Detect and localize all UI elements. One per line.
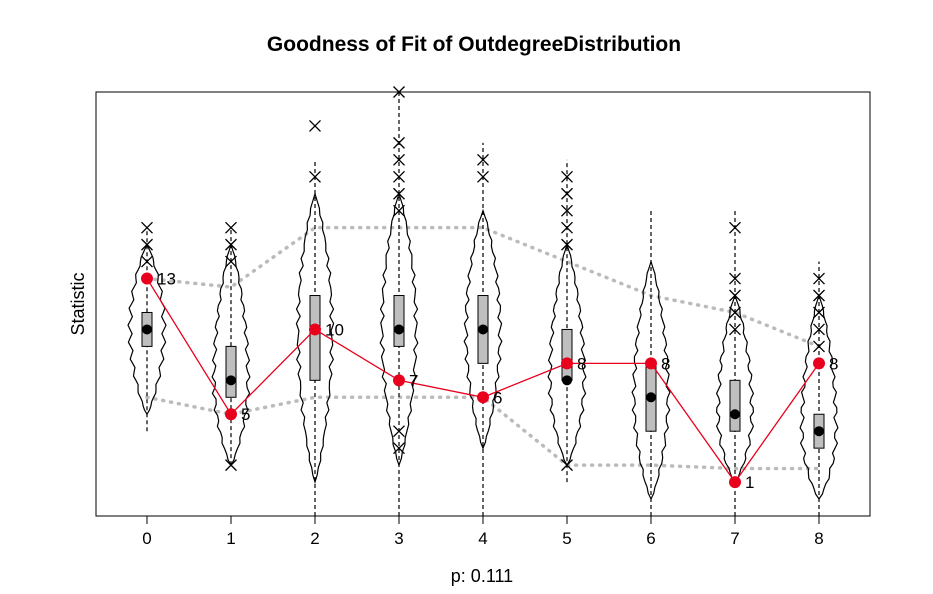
observed-value-label: 5 bbox=[241, 405, 250, 424]
observed-value-label: 8 bbox=[829, 354, 838, 373]
violin-group bbox=[715, 210, 755, 516]
violin-group bbox=[463, 142, 503, 516]
observed-series: 13 5 10 7 6 8 8 1 8 bbox=[141, 270, 838, 492]
outlier-marker bbox=[225, 221, 237, 234]
median-point bbox=[646, 392, 656, 403]
outlier-marker bbox=[561, 459, 573, 472]
observed-value-label: 6 bbox=[493, 388, 502, 407]
iqr-box bbox=[561, 328, 573, 381]
iqr-box bbox=[393, 295, 405, 347]
outlier-marker bbox=[393, 153, 405, 166]
x-tick-label: 7 bbox=[730, 529, 739, 548]
x-tick-label: 6 bbox=[646, 529, 655, 548]
observed-point bbox=[141, 272, 153, 285]
outlier-marker bbox=[141, 221, 153, 234]
observed-point bbox=[561, 357, 573, 370]
outlier-marker bbox=[393, 170, 405, 183]
observed-value-label: 1 bbox=[745, 473, 754, 492]
outlier-marker bbox=[561, 170, 573, 183]
x-tick-label: 2 bbox=[310, 529, 319, 548]
outlier-marker bbox=[393, 425, 405, 438]
median-point bbox=[730, 409, 740, 420]
chart-title: Goodness of Fit of OutdegreeDistribution bbox=[267, 33, 681, 56]
outlier-marker bbox=[225, 459, 237, 472]
x-axis: 0 1 2 3 4 5 6 7 8 bbox=[142, 515, 824, 548]
outlier-marker bbox=[561, 187, 573, 200]
outlier-marker bbox=[309, 170, 321, 183]
observed-value-label: 7 bbox=[409, 371, 418, 390]
x-tick-label: 4 bbox=[478, 529, 487, 548]
outlier-marker bbox=[561, 238, 573, 251]
outlier-marker bbox=[141, 255, 153, 268]
outlier-marker bbox=[393, 136, 405, 149]
outlier-marker bbox=[477, 153, 489, 166]
iqr-box bbox=[729, 379, 741, 432]
observed-point bbox=[645, 357, 657, 370]
outlier-marker bbox=[225, 255, 237, 268]
median-point bbox=[142, 324, 152, 335]
observed-point bbox=[225, 408, 237, 421]
violin-group bbox=[379, 86, 419, 516]
iqr-box bbox=[225, 345, 237, 398]
outlier-marker bbox=[561, 221, 573, 234]
median-point bbox=[226, 375, 236, 386]
violins bbox=[127, 86, 839, 516]
median-point bbox=[478, 324, 488, 335]
violin-group bbox=[547, 159, 587, 483]
observed-point bbox=[477, 391, 489, 404]
outlier-marker bbox=[309, 119, 321, 132]
x-tick-label: 1 bbox=[226, 529, 235, 548]
observed-point bbox=[813, 357, 825, 370]
observed-value-label: 10 bbox=[325, 320, 344, 339]
median-point bbox=[562, 375, 572, 386]
outlier-marker bbox=[813, 340, 825, 353]
violin-group bbox=[799, 261, 839, 516]
x-axis-label: p: 0.111 bbox=[451, 566, 513, 586]
outlier-marker bbox=[813, 272, 825, 285]
x-tick-label: 5 bbox=[562, 529, 571, 548]
violin-group bbox=[631, 210, 671, 516]
y-axis-label: Statistic bbox=[68, 272, 88, 335]
outlier-marker bbox=[729, 272, 741, 285]
observed-value-label: 13 bbox=[157, 270, 176, 289]
observed-value-label: 8 bbox=[577, 354, 586, 373]
observed-value-label: 8 bbox=[661, 354, 670, 373]
iqr-box bbox=[309, 295, 321, 381]
outlier-marker bbox=[813, 306, 825, 319]
outlier-marker bbox=[393, 204, 405, 217]
observed-point bbox=[393, 374, 405, 387]
outlier-marker bbox=[393, 442, 405, 455]
x-tick-label: 0 bbox=[142, 529, 151, 548]
outlier-marker bbox=[729, 221, 741, 234]
reference-bands bbox=[145, 225, 821, 471]
lower-band-line bbox=[145, 395, 821, 471]
outlier-marker bbox=[393, 86, 405, 98]
violin-outline bbox=[463, 208, 503, 450]
violin-group bbox=[211, 221, 251, 472]
outlier-marker bbox=[729, 289, 741, 302]
outlier-marker bbox=[813, 323, 825, 336]
outlier-marker bbox=[813, 289, 825, 302]
outlier-marker bbox=[225, 238, 237, 251]
median-point bbox=[814, 426, 824, 437]
x-tick-label: 3 bbox=[394, 529, 403, 548]
observed-point bbox=[309, 323, 321, 336]
outlier-marker bbox=[477, 170, 489, 183]
outlier-marker bbox=[729, 306, 741, 319]
outlier-marker bbox=[141, 238, 153, 251]
x-tick-label: 8 bbox=[814, 529, 823, 548]
outlier-marker bbox=[393, 187, 405, 200]
upper-band-line bbox=[145, 225, 821, 349]
median-point bbox=[394, 324, 404, 335]
outlier-marker bbox=[561, 204, 573, 217]
violin-group bbox=[295, 119, 335, 516]
outlier-marker bbox=[729, 323, 741, 336]
violin-group bbox=[127, 221, 167, 432]
observed-point bbox=[729, 476, 741, 489]
